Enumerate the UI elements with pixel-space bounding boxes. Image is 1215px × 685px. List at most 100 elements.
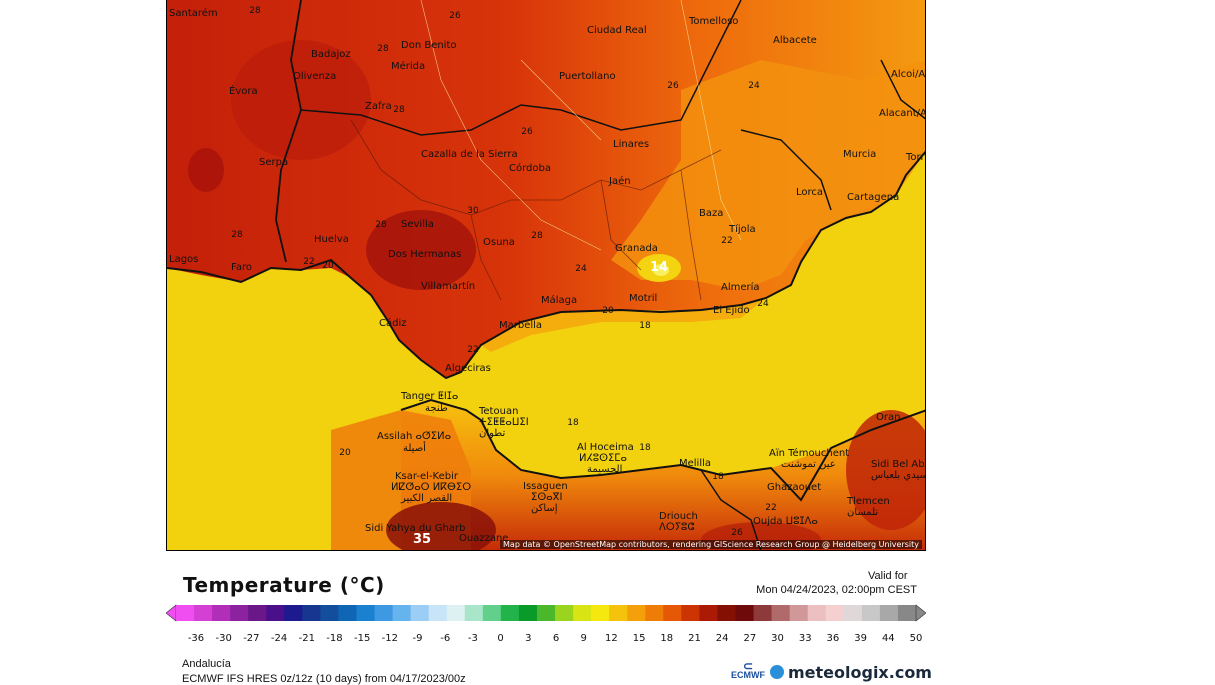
scale-tick-label: 27 (743, 633, 756, 644)
isoline-label: 18 (712, 472, 724, 482)
city-label: Sidi Bel Abbès (871, 458, 926, 470)
city-label: Albacete (773, 35, 817, 46)
border-line (275, 0, 302, 263)
scale-tick-label: -18 (326, 633, 342, 644)
isoline-label: 26 (449, 11, 461, 21)
city-label: Osuna (483, 237, 515, 248)
city-label: Alcoi/Alcoy (891, 69, 926, 80)
isoline-label: 24 (757, 299, 769, 309)
scale-color-step (681, 605, 700, 621)
city-label: Sidi Yahya du Gharb (365, 523, 465, 534)
city-label: Évora (229, 84, 258, 97)
border-line (740, 129, 832, 211)
city-label: ⵍⵇⵚⴰⵔ ⵍⴽⴱⵉⵔ (391, 482, 471, 493)
scale-color-step (428, 605, 448, 621)
color-scale-legend: -36 -30 -27 -24 -21 -18 -15 -12 -9 -6 -3 0 3 6 9 12 15 18… (166, 604, 926, 644)
meteologix-logo[interactable]: ⊂ ECMWF meteologix.com (730, 659, 932, 683)
city-label: Málaga (541, 294, 577, 306)
scale-color-step (825, 605, 845, 621)
ecmwf-logo-icon: ⊂ ECMWF (731, 659, 765, 680)
city-label: سيدي بلعباس (871, 470, 926, 481)
scale-color-step (482, 605, 502, 621)
scale-color-step (627, 605, 646, 621)
city-label: Motril (629, 293, 657, 304)
city-label: Linares (613, 139, 649, 150)
city-label: Ouazzane (459, 533, 508, 544)
map-title: Temperature (°C) (183, 573, 385, 597)
city-label: Assilah ⴰⵚⵉⵍⴰ (377, 431, 451, 442)
isoline-label: 20 (339, 448, 351, 458)
scale-color-step (338, 605, 357, 621)
city-label: Cazalla de la Sierra (421, 149, 518, 160)
scale-tick-label: 0 (497, 633, 503, 644)
scale-color-step (176, 605, 195, 621)
temperature-map[interactable]: Santarém Badajoz Don Benito Mérida Olivenza É… (166, 0, 926, 551)
isoline-label: 22 (303, 257, 314, 267)
city-label: عين تموشنت (781, 459, 836, 470)
isoline-label: 14 (650, 260, 668, 275)
city-label: أصيلة (403, 441, 426, 454)
scale-tick-label: -27 (243, 633, 259, 644)
isoline-label: 28 (531, 231, 543, 241)
isoline-label: 26 (731, 528, 743, 538)
scale-color-step (897, 605, 917, 621)
scale-color-step (248, 605, 267, 621)
city-label: Ciudad Real (587, 25, 647, 36)
city-label: Lorca (796, 187, 823, 198)
scale-tick-label: -30 (216, 633, 232, 644)
city-label: Zafra (365, 101, 392, 112)
scale-color-step (356, 605, 376, 621)
isoline-label: 28 (393, 105, 405, 115)
meteologix-brand: meteologix.com (788, 663, 932, 682)
city-label: Melilla (679, 458, 711, 469)
scale-tick-label: 33 (799, 633, 812, 644)
meteologix-icon (770, 665, 784, 679)
city-label: Mérida (391, 60, 425, 72)
city-label: ⵜⵉⵟⵟⴰⵡⵉⵏ (479, 417, 529, 428)
isoline-label: 26 (667, 81, 679, 91)
border-line (300, 0, 742, 136)
isoline-label: 24 (748, 81, 760, 91)
scale-left-arrow (166, 604, 177, 622)
scale-tick-label: 21 (688, 633, 701, 644)
scale-color-step (500, 605, 520, 621)
scale-color-step (518, 605, 538, 621)
coastline (167, 150, 925, 380)
city-label: Marbella (499, 320, 542, 331)
scale-tick-label: -3 (468, 633, 478, 644)
scale-color-step (446, 605, 466, 621)
isoline-label: 28 (377, 44, 389, 54)
region-name: Andalucía (182, 658, 231, 670)
border-line (880, 59, 925, 120)
scale-tick-label: -36 (188, 633, 204, 644)
scale-color-step (645, 605, 664, 621)
scale-tick-label: 36 (827, 633, 840, 644)
city-label: Alacant/Alicante (879, 108, 926, 119)
scale-tick-label: 44 (882, 633, 895, 644)
city-label: El Ejido (713, 305, 750, 316)
isoline-label: 35 (413, 532, 431, 547)
scale-tick-label: 24 (716, 633, 729, 644)
scale-color-step (194, 605, 213, 621)
isoline-label: 18 (567, 418, 579, 428)
scale-color-step (212, 605, 231, 621)
scale-tick-label: -21 (299, 633, 315, 644)
city-label: Issaguen (523, 481, 568, 492)
isoline-label: 18 (639, 321, 651, 331)
city-label: تطوان (479, 428, 505, 439)
scale-tick-label: 30 (771, 633, 784, 644)
east-warm-zone (611, 60, 925, 290)
city-label: Tomelloso (688, 16, 738, 27)
city-label: تلمسان (847, 507, 878, 518)
city-labels: Santarém Badajoz Don Benito Mérida Olivenza É… (169, 7, 926, 544)
city-label: إساكن (531, 503, 558, 514)
scale-color-step (843, 605, 863, 621)
hot-spot (231, 40, 371, 160)
city-label: Badajoz (311, 49, 351, 60)
city-label: Tlemcen (846, 496, 890, 507)
city-label: Oujda ⵡⵓⵊⴷⴰ (753, 516, 818, 527)
scale-tick-label: 15 (633, 633, 646, 644)
city-label: Huelva (314, 234, 349, 245)
city-label: Lagos (169, 254, 198, 265)
isoline-label: 28 (375, 220, 387, 230)
